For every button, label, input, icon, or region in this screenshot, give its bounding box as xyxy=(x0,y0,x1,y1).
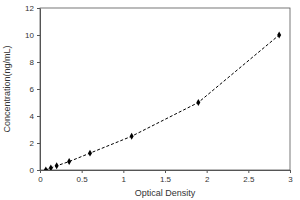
point xyxy=(55,162,59,169)
x-tick: 2 xyxy=(205,170,210,184)
y-tick: 0 xyxy=(30,166,40,175)
y-tick: 6 xyxy=(30,85,40,94)
plot: 0 0.5 1 1.5 2 2.5 3 0 2 4 6 8 10 12 xyxy=(25,4,293,184)
x-tick: 0.5 xyxy=(77,170,89,184)
point xyxy=(277,32,281,39)
curve xyxy=(46,35,279,170)
y-tick: 10 xyxy=(25,31,40,40)
y-tick-label: 8 xyxy=(30,58,35,67)
x-tick-mark xyxy=(290,170,291,173)
x-tick: 1.5 xyxy=(160,170,172,184)
y-tick-mark xyxy=(37,143,40,144)
y-axis-title: Concentration(ng/mL) xyxy=(2,45,12,132)
y-tick-mark xyxy=(37,116,40,117)
y-tick: 12 xyxy=(25,4,40,13)
y-tick-mark xyxy=(37,62,40,63)
y-axis-line xyxy=(40,9,41,171)
x-tick-label: 2.5 xyxy=(243,175,255,184)
point xyxy=(196,99,200,106)
x-tick: 3 xyxy=(288,170,293,184)
data-layer xyxy=(44,32,281,170)
y-tick: 2 xyxy=(30,139,40,148)
y-tick-label: 6 xyxy=(30,85,35,94)
y-tick-label: 10 xyxy=(25,31,34,40)
point xyxy=(88,150,92,157)
y-tick: 4 xyxy=(30,112,40,121)
y-tick-mark xyxy=(37,8,40,9)
x-tick-label: 3 xyxy=(288,175,293,184)
point xyxy=(130,133,134,140)
x-tick-label: 2 xyxy=(205,175,210,184)
point xyxy=(67,158,71,165)
y-tick-label: 12 xyxy=(25,4,34,13)
x-tick-mark xyxy=(123,170,124,173)
y-tick-mark xyxy=(37,35,40,36)
x-tick-label: 1.5 xyxy=(160,175,172,184)
x-tick: 2.5 xyxy=(243,170,255,184)
y-tick-label: 0 xyxy=(30,166,35,175)
x-tick: 1 xyxy=(122,170,127,184)
x-tick-mark xyxy=(82,170,83,173)
x-axis: 0 0.5 1 1.5 2 2.5 3 xyxy=(38,170,293,184)
x-axis-title: Optical Density xyxy=(135,188,196,198)
y-tick: 8 xyxy=(30,58,40,67)
x-tick-mark xyxy=(248,170,249,173)
x-tick-label: 1 xyxy=(122,175,127,184)
y-axis: 0 2 4 6 8 10 12 xyxy=(25,4,40,175)
x-tick-mark xyxy=(207,170,208,173)
y-tick-mark xyxy=(37,170,40,171)
x-tick-label: 0.5 xyxy=(77,175,89,184)
plot-frame xyxy=(40,8,290,170)
y-tick-label: 2 xyxy=(30,139,35,148)
y-tick-mark xyxy=(37,89,40,90)
point xyxy=(49,164,53,170)
x-tick: 0 xyxy=(38,170,43,184)
x-tick-label: 0 xyxy=(38,175,43,184)
x-tick-mark xyxy=(165,170,166,173)
y-tick-label: 4 xyxy=(30,112,35,121)
chart: 0 0.5 1 1.5 2 2.5 3 0 2 4 6 8 10 12 Optical Density Con… xyxy=(0,0,300,200)
point xyxy=(44,167,48,170)
